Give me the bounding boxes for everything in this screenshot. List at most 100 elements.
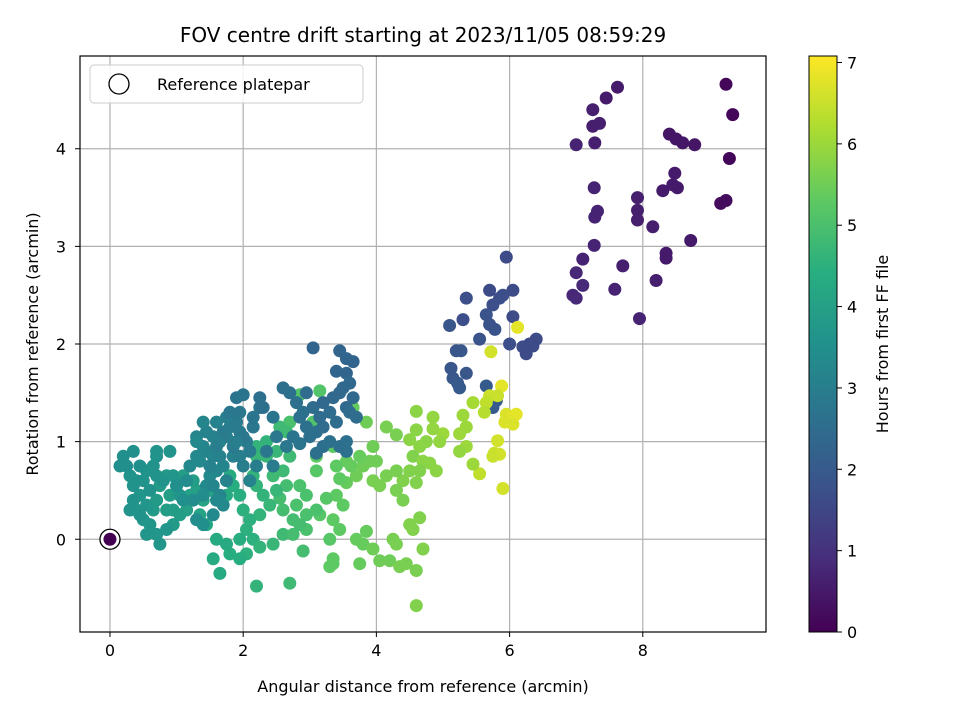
data-point bbox=[223, 405, 237, 419]
data-point bbox=[511, 320, 525, 334]
data-point bbox=[349, 469, 363, 483]
data-point bbox=[210, 532, 223, 546]
data-point bbox=[688, 138, 702, 152]
data-point bbox=[670, 181, 684, 195]
x-tick-label: 8 bbox=[638, 641, 648, 660]
data-point bbox=[206, 508, 220, 522]
data-point bbox=[190, 435, 204, 449]
data-point bbox=[726, 108, 740, 122]
data-point bbox=[133, 459, 147, 473]
data-point bbox=[316, 396, 330, 410]
data-point bbox=[280, 440, 293, 453]
data-point bbox=[253, 540, 267, 554]
data-point bbox=[649, 274, 663, 287]
data-point bbox=[283, 449, 297, 463]
data-point bbox=[668, 166, 682, 180]
data-point bbox=[233, 488, 247, 502]
x-tick-label: 2 bbox=[238, 641, 248, 660]
data-point bbox=[283, 386, 297, 400]
data-point bbox=[339, 366, 353, 380]
y-axis-label: Rotation from reference (arcmin) bbox=[23, 212, 42, 475]
data-point bbox=[339, 454, 353, 468]
data-point bbox=[503, 337, 517, 351]
data-point bbox=[316, 420, 330, 434]
data-point bbox=[443, 319, 457, 332]
x-tick-label: 0 bbox=[105, 641, 115, 660]
data-point bbox=[123, 503, 137, 517]
data-point bbox=[491, 434, 505, 448]
data-point bbox=[286, 513, 300, 527]
colorbar-tick-label: 0 bbox=[847, 623, 857, 642]
data-point bbox=[150, 493, 164, 507]
data-point bbox=[587, 181, 601, 195]
data-point bbox=[156, 474, 170, 488]
data-points bbox=[113, 77, 740, 613]
data-point bbox=[383, 554, 397, 568]
data-point bbox=[323, 405, 337, 419]
data-point bbox=[256, 488, 270, 502]
data-point bbox=[283, 415, 297, 429]
data-point bbox=[611, 80, 624, 94]
data-point bbox=[190, 449, 204, 463]
data-point bbox=[260, 435, 273, 449]
data-point bbox=[246, 420, 260, 434]
data-point bbox=[230, 435, 243, 449]
data-point bbox=[403, 464, 417, 478]
data-point bbox=[186, 493, 200, 507]
data-point bbox=[230, 415, 243, 429]
data-point bbox=[506, 310, 520, 324]
y-tick-label: 2 bbox=[56, 335, 66, 354]
data-point bbox=[243, 474, 257, 488]
data-point bbox=[719, 77, 733, 91]
data-point bbox=[477, 405, 491, 419]
data-point bbox=[243, 513, 257, 527]
data-point bbox=[250, 579, 263, 593]
data-point bbox=[506, 417, 520, 431]
data-point bbox=[453, 427, 467, 441]
data-point bbox=[473, 332, 487, 346]
data-point bbox=[153, 537, 167, 551]
y-tick-label: 4 bbox=[56, 140, 66, 159]
data-point bbox=[631, 203, 644, 217]
data-point bbox=[333, 523, 347, 536]
data-point bbox=[263, 498, 277, 512]
data-point bbox=[473, 467, 487, 481]
data-point bbox=[276, 503, 290, 517]
data-point bbox=[200, 425, 213, 439]
data-point bbox=[356, 537, 370, 551]
data-point bbox=[329, 415, 343, 429]
data-point bbox=[210, 415, 223, 429]
data-point bbox=[206, 479, 220, 493]
colorbar-tick-label: 6 bbox=[847, 135, 857, 154]
data-point bbox=[240, 523, 253, 536]
data-point bbox=[409, 423, 423, 437]
data-point bbox=[413, 464, 427, 478]
data-point bbox=[389, 483, 403, 497]
data-point bbox=[276, 527, 290, 541]
data-point bbox=[160, 503, 174, 517]
data-point bbox=[270, 483, 283, 497]
data-point bbox=[140, 498, 154, 512]
colorbar-tick-label: 7 bbox=[847, 54, 857, 73]
data-point bbox=[366, 474, 380, 488]
data-point bbox=[123, 469, 137, 483]
data-point bbox=[569, 138, 583, 152]
data-point bbox=[313, 384, 327, 398]
data-point bbox=[283, 576, 297, 590]
y-tick-label: 3 bbox=[56, 237, 66, 256]
grid bbox=[80, 56, 766, 632]
data-point bbox=[306, 401, 320, 414]
data-point bbox=[506, 283, 520, 297]
colorbar-tick-label: 1 bbox=[847, 542, 857, 561]
colorbar: 0 1 2 3 4 5 6 7 Hours from first FF file bbox=[808, 54, 892, 642]
data-point bbox=[366, 542, 380, 556]
data-point bbox=[346, 391, 360, 405]
data-point bbox=[379, 420, 393, 434]
data-point bbox=[176, 493, 190, 507]
data-point bbox=[616, 259, 630, 273]
data-point bbox=[403, 433, 417, 447]
data-point bbox=[466, 457, 480, 471]
data-point bbox=[233, 405, 247, 419]
data-point bbox=[496, 482, 510, 495]
data-point bbox=[303, 430, 317, 444]
